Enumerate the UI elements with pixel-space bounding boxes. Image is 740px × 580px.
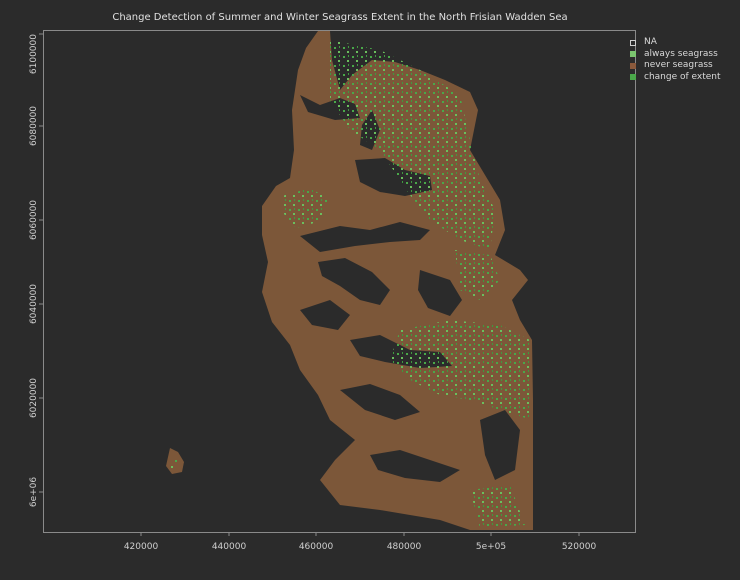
- seagrass-zone: [455, 250, 500, 300]
- never-seagrass-swatch-icon: [630, 62, 636, 69]
- tidal-channel: [300, 300, 350, 330]
- tidal-channel: [300, 222, 430, 252]
- change-of-extent-swatch-icon: [630, 74, 636, 81]
- y-tick-label: 6100000: [29, 34, 39, 74]
- seagrass-zone: [470, 485, 525, 528]
- y-tick-label: 6080000: [29, 106, 39, 146]
- legend-label: never seagrass: [644, 60, 713, 70]
- x-tick-label: 440000: [212, 542, 247, 552]
- map-title: Change Detection of Summer and Winter Se…: [112, 12, 568, 23]
- tidal-flats-layer: [166, 31, 533, 530]
- y-tick-label: 6020000: [29, 378, 39, 418]
- legend-item-change-of-extent: change of extent: [630, 72, 721, 84]
- y-tick-label: 6040000: [29, 284, 39, 324]
- x-tick-label: 520000: [562, 542, 597, 552]
- y-axis: 6e+06 6020000 6040000 6060000 6080000 61…: [29, 33, 43, 508]
- x-tick-label: 5e+05: [476, 542, 506, 552]
- x-tick-label: 480000: [387, 542, 422, 552]
- legend-label: change of extent: [644, 71, 721, 82]
- always-seagrass-swatch-icon: [630, 51, 636, 58]
- y-tick-label: 6e+06: [29, 477, 39, 508]
- seagrass-zone: [282, 188, 330, 228]
- seagrass-zone: [390, 320, 532, 420]
- tidal-channel: [418, 270, 462, 316]
- x-tick-label: 460000: [299, 542, 334, 552]
- x-axis: 420000 440000 460000 480000 5e+05 520000: [124, 532, 597, 552]
- seagrass-zone: [330, 40, 495, 250]
- y-tick-label: 6060000: [29, 200, 39, 240]
- tidal-channel: [340, 384, 420, 420]
- tidal-channel: [480, 410, 520, 480]
- tidal-channel: [318, 258, 390, 305]
- legend-item-never-seagrass: never seagrass: [630, 60, 721, 72]
- legend-item-always-seagrass: always seagrass: [630, 49, 721, 61]
- legend-label: always seagrass: [644, 48, 718, 59]
- tidal-channel: [370, 450, 460, 482]
- legend-label: NA: [644, 37, 657, 47]
- x-tick-label: 420000: [124, 542, 159, 552]
- legend: NA always seagrass never seagrass change…: [630, 37, 721, 83]
- legend-item-na: NA: [630, 37, 721, 49]
- na-swatch-icon: [630, 39, 636, 46]
